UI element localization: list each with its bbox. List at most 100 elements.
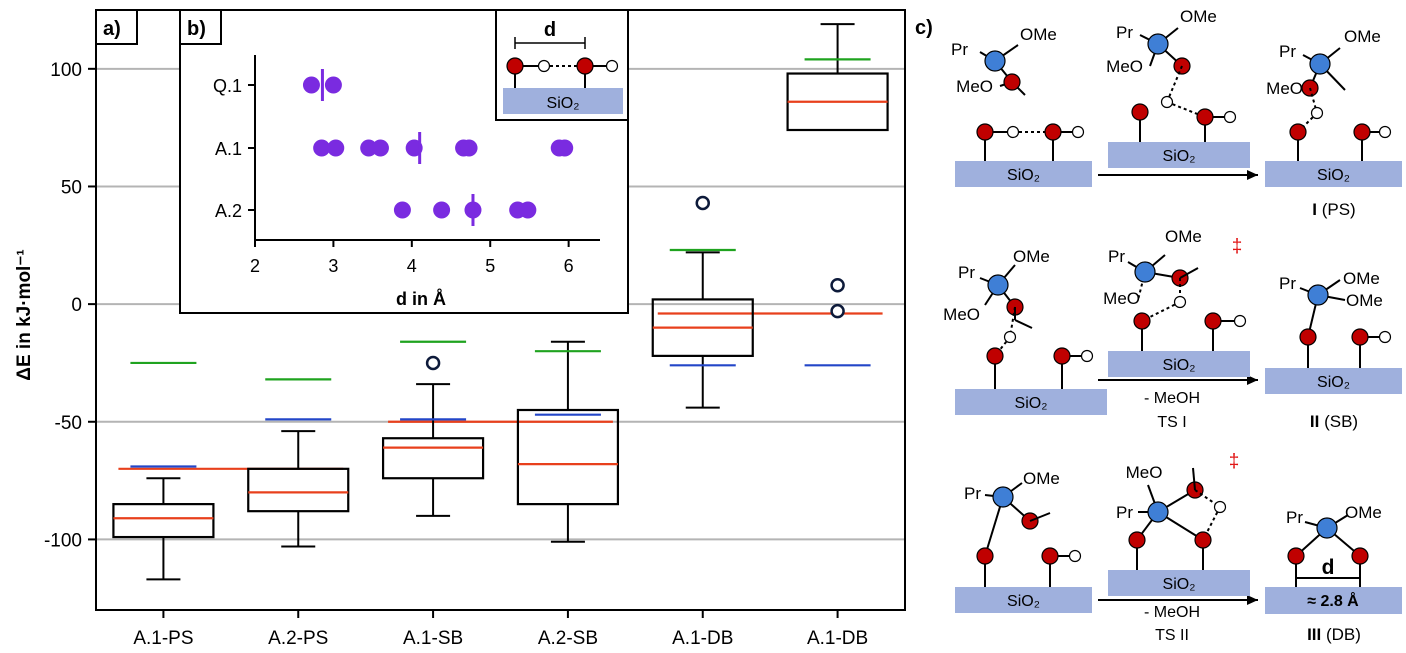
inset-panel: b) 2 3 4 5 6 Q.1 A.1 A.2 d in Å SiO₂ d [179,9,629,314]
scheme-label: Pr [1116,23,1133,42]
oxygen-atom [1351,547,1369,565]
inset-y-tick-label: A.2 [215,201,242,221]
hydrogen-atom [1213,500,1227,514]
x-tick-label: A.2-SB [538,628,598,649]
scheme-label: Pr [1108,247,1125,266]
hydrogen-atom [1006,125,1020,139]
data-point [433,201,451,219]
scheme-label: Pr [951,40,968,59]
y-tick-label: 50 [61,177,82,198]
reaction-condition: - MeOH [1144,390,1200,407]
data-point [360,139,378,157]
inset-x-tick-label: 5 [485,256,495,276]
oxygen-atom [1196,108,1214,126]
hydrogen-atom [1233,314,1247,328]
silicon-atom [1147,501,1169,523]
silicon-atom [1134,261,1156,283]
y-tick-label: -50 [55,413,82,434]
transition-state-symbol: ‡ [1232,236,1243,257]
inset-y-tick-label: A.1 [215,139,242,159]
substrate-label: SiO₂ [1163,357,1196,374]
scheme-label: OMe [1020,25,1057,44]
reaction-scheme-panel: c) Pr OMe MeO SiO₂ SiO₂ Pr OMe MeO SiO₂ Pr OMe MeO I… [915,7,1402,644]
box [381,437,485,480]
oxygen-atom [506,57,524,75]
hydrogen-bond [1137,271,1146,301]
reference-lines [118,312,883,470]
arrow-head [1247,375,1258,385]
scheme-label: Pr [958,263,975,282]
scheme-label: Pr [1286,508,1303,527]
oxygen-atom [576,57,594,75]
scheme-label: Pr [1279,274,1296,293]
hydrogen-bond [1297,112,1318,133]
data-point [324,76,342,94]
bond [1192,467,1196,491]
box [112,503,215,539]
oxygen-atom [976,547,994,565]
y-tick-label: 100 [50,60,82,81]
oxygen-atom [1044,123,1062,141]
scheme-label: OMe [1165,227,1202,246]
data-point [460,139,478,157]
state-III-label: III (DB) [1307,625,1361,644]
hydrogen-atom [1378,125,1392,139]
inset-x-tick-label: 4 [407,256,417,276]
x-tick-label: A.1-DB [672,628,733,649]
substrate-bar [1265,368,1402,394]
panel-b-label: b) [187,18,206,40]
state-II-label: II (SB) [1310,412,1358,431]
outlier-point [695,195,710,211]
oxygen-atom [1287,547,1305,565]
x-tick-label: A.1-DB [807,628,868,649]
data-point [302,76,320,94]
scheme-label: OMe [1343,269,1380,288]
inset-axes: 2 3 4 5 6 Q.1 A.1 A.2 [213,55,600,276]
substrate-label: SiO₂ [1007,167,1040,184]
substrate-bar [955,161,1092,187]
data-point [556,139,574,157]
oxygen-atom [1299,328,1317,346]
silicon-atom [984,50,1006,72]
inset-x-tick-label: 6 [564,256,574,276]
transition-state-label: TS I [1157,414,1186,431]
oxygen-atom [1128,531,1146,549]
distance-value: ≈ 2.8 Å [1307,591,1359,610]
hydrogen-atom [1080,349,1094,363]
oxygen-atom [1003,73,1021,91]
substrate-bar [1265,587,1402,614]
box [516,408,620,506]
transition-state-label: TS II [1155,627,1189,644]
scheme-label: MeO [956,77,993,96]
hydrogen-atom [1003,330,1017,344]
substrate-bar [1108,351,1250,377]
oxygen-atom [1133,312,1151,330]
panel-b-label-box [179,9,222,45]
hydrogen-atom [1068,549,1082,563]
oxygen-atom [1351,328,1369,346]
scheme-label: Pr [964,484,981,503]
silicon-atom [1307,284,1329,306]
oxygen-atom [1131,103,1149,121]
hydrogen-atom [537,59,551,73]
panel-c-label: c) [915,17,933,39]
oxygen-atom [1204,312,1222,330]
distance-label: d [1322,556,1335,579]
hydrogen-atom [1310,106,1324,120]
hydrogen-atom [1160,95,1174,109]
silicon-atom [1147,33,1169,55]
scheme-label: MeO [1126,463,1163,482]
data-point [519,201,537,219]
oxygen-atom [1041,547,1059,565]
bond [1179,267,1199,279]
inset-x-tick-label: 2 [250,256,260,276]
hydrogen-bond [1141,301,1181,322]
hydrogen-atom [1378,330,1392,344]
substrate-label: SiO₂ [1163,148,1196,165]
reaction-condition: - MeOH [1144,604,1200,621]
silicon-atom [1316,517,1338,539]
transition-state-symbol: ‡ [1229,451,1240,472]
inset-points [302,69,574,226]
box [247,467,350,513]
